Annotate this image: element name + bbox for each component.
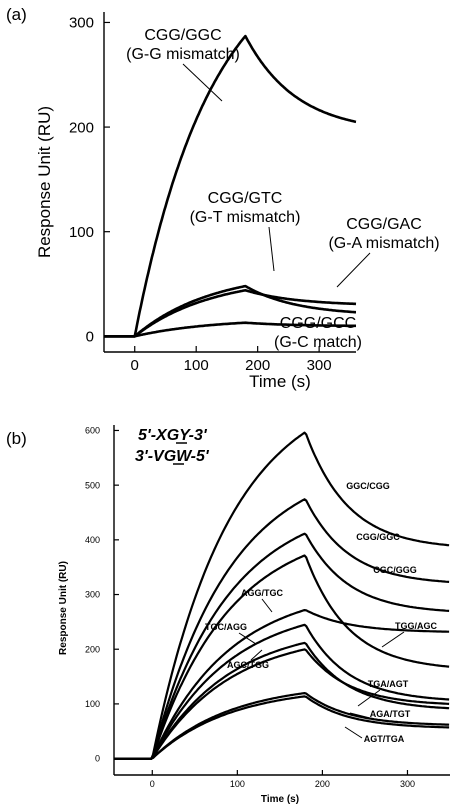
series-label-agt-tga: AGT/TGA xyxy=(364,734,405,744)
y-tick-label: 0 xyxy=(95,754,100,764)
y-tick-label: 0 xyxy=(86,329,94,346)
series-line-cgg-ggc xyxy=(103,34,357,338)
series-line-cgg-gcc xyxy=(103,321,357,338)
panel-b-label: (b) xyxy=(6,429,27,448)
leader-line-cgg-gtc xyxy=(268,226,275,272)
y-tick-label: 100 xyxy=(69,224,94,241)
x-tick-label: 200 xyxy=(315,779,330,789)
sequence-annotation-line1: 5'-XGY-3' xyxy=(138,427,208,444)
series-label-aga-tgt: AGA/TGT xyxy=(370,709,411,719)
leader-line-cgg-gac xyxy=(336,252,371,288)
leader-line-tgc-agg xyxy=(238,632,257,645)
x-tick-label: 300 xyxy=(307,357,332,374)
series-line-agg-tgc xyxy=(114,609,450,760)
series-label-cgg-gac-line2: (G-A mismatch) xyxy=(328,235,439,252)
series-label-ggc-cgg: GGC/CGG xyxy=(346,481,390,491)
panel-b-x-axis-label: Time (s) xyxy=(261,794,299,805)
panel-b-series-lines xyxy=(114,431,450,760)
y-tick-label: 100 xyxy=(85,699,100,709)
series-label-cgg-ggc: CGG/GGC xyxy=(356,532,400,542)
y-tick-label: 300 xyxy=(69,15,94,32)
panel-b: (b) Response Unit (RU) Time (s) 5'-XGY-3… xyxy=(6,425,450,805)
series-line-cgc-ggg xyxy=(114,532,450,760)
series-line-cgg-gac xyxy=(103,289,357,338)
leader-line-cgg-ggc xyxy=(182,63,223,102)
panel-a: (a) Response Unit (RU) Time (s) 0 100 200 3… xyxy=(6,5,440,391)
series-label-cgg-ggc-line1: CGG/GGC xyxy=(144,27,221,44)
series-line-tgg-agc xyxy=(114,554,450,760)
panel-a-series-lines xyxy=(103,34,357,338)
series-line-tga-agt xyxy=(114,648,450,760)
x-tick-label: 200 xyxy=(245,357,270,374)
series-line-agt-tga xyxy=(114,695,450,760)
leader-line-tga-agt xyxy=(357,689,381,707)
leader-line-aga-tgt xyxy=(349,712,375,720)
x-tick-label: 100 xyxy=(230,779,245,789)
series-label-cgg-ggc-line2: (G-G mismatch) xyxy=(126,46,240,63)
series-label-tgg-agc: TGG/AGC xyxy=(395,621,437,631)
series-label-cgg-gtc-line1: CGG/GTC xyxy=(208,190,283,207)
panel-a-x-axis-label: Time (s) xyxy=(249,372,311,391)
x-tick-label: 0 xyxy=(131,357,139,374)
x-tick-label: 0 xyxy=(150,779,155,789)
series-label-agg-tgc: AGG/TGC xyxy=(241,588,283,598)
series-label-cgg-gcc-line1: CGG/GCC xyxy=(280,315,356,332)
y-tick-label: 400 xyxy=(85,535,100,545)
sequence-annotation-line2: 3'-VGW-5' xyxy=(135,448,210,465)
leader-line-agc-tgg xyxy=(250,649,263,661)
leader-line-agg-tgc xyxy=(261,598,273,613)
panel-a-axes: 0 100 200 300 0 100 200 300 xyxy=(69,12,356,374)
panel-a-label: (a) xyxy=(6,5,27,24)
series-label-cgg-gac-line1: CGG/GAC xyxy=(346,216,422,233)
panel-b-y-axis-label: Response Unit (RU) xyxy=(58,561,69,655)
series-line-ggc-cgg xyxy=(114,431,450,760)
series-line-tgc-agg xyxy=(114,623,450,760)
x-tick-label: 100 xyxy=(184,357,209,374)
leader-line-agt-tga xyxy=(344,726,363,739)
series-label-cgc-ggg: CGC/GGG xyxy=(373,565,417,575)
series-label-agc-tgg: AGC/TGG xyxy=(227,660,269,670)
y-tick-label: 500 xyxy=(85,480,100,490)
series-label-cgg-gcc-line2: (G-C match) xyxy=(274,334,362,351)
y-tick-label: 200 xyxy=(85,644,100,654)
y-tick-label: 600 xyxy=(85,426,100,436)
y-tick-label: 300 xyxy=(85,590,100,600)
series-label-cgg-gtc-line2: (G-T mismatch) xyxy=(190,209,301,226)
panel-b-axes: 0 100 200 300 400 500 600 0 100 200 300 xyxy=(85,425,450,789)
series-line-cgg-ggc xyxy=(114,498,450,760)
x-tick-label: 300 xyxy=(400,779,415,789)
series-label-tga-agt: TGA/AGT xyxy=(368,679,409,689)
y-tick-label: 200 xyxy=(69,119,94,136)
panel-a-y-axis-label: Response Unit (RU) xyxy=(35,106,54,258)
leader-line-tgg-agc xyxy=(381,631,405,648)
series-label-tgc-agg: TGC/AGG xyxy=(205,622,247,632)
